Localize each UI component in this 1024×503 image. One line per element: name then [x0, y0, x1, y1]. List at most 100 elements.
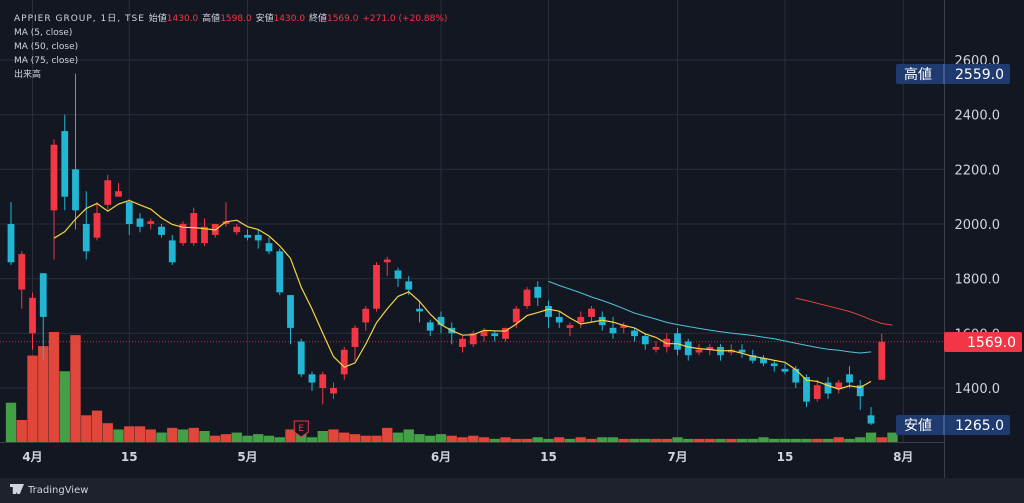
candle-body[interactable]: [813, 385, 821, 399]
volume-bar: [683, 438, 694, 442]
candle-body[interactable]: [512, 308, 520, 323]
candle-body[interactable]: [738, 349, 746, 353]
candle-body[interactable]: [846, 374, 853, 383]
candle-body[interactable]: [878, 341, 886, 380]
volume-bar: [392, 432, 404, 442]
candle-body[interactable]: [115, 191, 122, 197]
candle-body[interactable]: [502, 327, 509, 339]
candle-body[interactable]: [469, 333, 477, 345]
volume-bar: [586, 438, 597, 442]
ma5-line: [53, 199, 872, 390]
candle-body[interactable]: [308, 374, 316, 383]
candle-body[interactable]: [168, 240, 176, 263]
legend-ma5[interactable]: MA (5, close): [14, 28, 73, 38]
candle-body[interactable]: [566, 325, 574, 328]
candle-body[interactable]: [792, 368, 800, 383]
candle-body[interactable]: [480, 330, 488, 337]
volume-bar: [500, 437, 511, 442]
volume-bar: [70, 335, 81, 442]
candle-body[interactable]: [297, 341, 305, 375]
candle-body[interactable]: [437, 316, 445, 326]
candle-body[interactable]: [373, 265, 380, 309]
candle-body[interactable]: [330, 388, 337, 394]
candle-body[interactable]: [158, 226, 165, 235]
candle-body[interactable]: [265, 243, 273, 252]
volume-bar: [145, 429, 156, 442]
candle-body[interactable]: [61, 131, 69, 197]
volume-bar: [113, 429, 124, 442]
candle-body[interactable]: [545, 306, 552, 317]
legend-ma75[interactable]: MA (75, close): [14, 56, 79, 66]
y-axis-tick-label: 2200.0: [955, 163, 1001, 178]
candle-body[interactable]: [39, 273, 47, 317]
candle-body[interactable]: [588, 308, 595, 317]
candle-body[interactable]: [577, 316, 585, 323]
candle-body[interactable]: [82, 224, 90, 252]
candle-body[interactable]: [201, 226, 208, 244]
candle-body[interactable]: [136, 218, 144, 227]
candle-body[interactable]: [104, 180, 112, 205]
candle-body[interactable]: [663, 338, 671, 347]
candle-body[interactable]: [824, 382, 832, 394]
candle-body[interactable]: [856, 385, 864, 397]
candle-body[interactable]: [674, 333, 681, 350]
candle-body[interactable]: [383, 259, 391, 263]
candle-body[interactable]: [125, 202, 133, 224]
candle-body[interactable]: [29, 297, 36, 334]
candle-body[interactable]: [534, 286, 542, 298]
volume-bar: [253, 434, 264, 442]
candle-body[interactable]: [555, 316, 563, 323]
candle-body[interactable]: [147, 221, 155, 224]
candle-body[interactable]: [867, 415, 875, 424]
candle-body[interactable]: [803, 377, 810, 402]
candle-body[interactable]: [835, 382, 843, 388]
candle-body[interactable]: [362, 308, 370, 323]
candle-body[interactable]: [695, 349, 703, 353]
candle-body[interactable]: [405, 281, 413, 290]
candle-body[interactable]: [609, 327, 617, 334]
candle-body[interactable]: [781, 368, 789, 372]
candle-body[interactable]: [760, 357, 767, 364]
candle-body[interactable]: [179, 224, 187, 244]
volume-bar: [478, 437, 490, 442]
candle-body[interactable]: [351, 327, 359, 347]
candle-body[interactable]: [426, 322, 434, 331]
candle-body[interactable]: [7, 224, 15, 263]
candlestick-chart[interactable]: 1400.01600.01800.02000.02200.02400.02600…: [0, 0, 1024, 478]
earnings-marker-icon[interactable]: [293, 420, 309, 438]
candle-body[interactable]: [749, 355, 757, 361]
candle-body[interactable]: [72, 169, 79, 211]
candle-body[interactable]: [319, 374, 327, 388]
candle-body[interactable]: [770, 363, 778, 367]
volume-bar: [715, 438, 726, 442]
candle-body[interactable]: [684, 341, 692, 356]
volume-bar: [435, 434, 447, 442]
candle-body[interactable]: [222, 221, 230, 224]
candle-body[interactable]: [491, 333, 499, 337]
volume-bar: [317, 431, 328, 442]
legend-ma50[interactable]: MA (50, close): [14, 42, 79, 52]
volume-bar: [285, 429, 296, 442]
candle-body[interactable]: [641, 336, 649, 345]
candle-body[interactable]: [394, 270, 402, 279]
candle-body[interactable]: [244, 234, 251, 238]
tradingview-logo[interactable]: TradingView: [10, 484, 88, 496]
candle-body[interactable]: [620, 325, 628, 328]
candle-body[interactable]: [233, 226, 241, 233]
candle-body[interactable]: [416, 308, 423, 312]
candle-body[interactable]: [50, 144, 58, 211]
candle-body[interactable]: [254, 234, 262, 241]
candle-body[interactable]: [93, 213, 101, 238]
legend-volume[interactable]: 出来高: [14, 70, 42, 80]
candle-body[interactable]: [459, 338, 466, 347]
candle-body[interactable]: [631, 330, 638, 337]
volume-bar: [769, 438, 780, 442]
candle-body[interactable]: [276, 251, 284, 293]
candle-body[interactable]: [706, 347, 714, 350]
candle-body[interactable]: [287, 295, 294, 328]
candle-body[interactable]: [523, 289, 531, 306]
candle-body[interactable]: [652, 347, 660, 350]
candle-body[interactable]: [18, 254, 26, 290]
candle-body[interactable]: [598, 316, 606, 326]
candle-body[interactable]: [340, 349, 348, 375]
